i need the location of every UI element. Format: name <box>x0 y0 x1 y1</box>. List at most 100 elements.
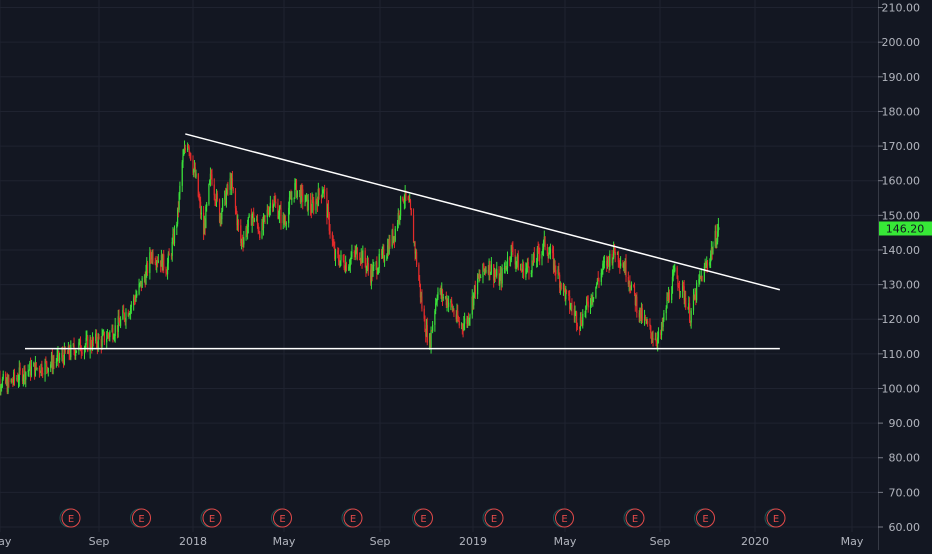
time-axis[interactable]: May Sep 2018 May Sep 2019 May Sep 2020 May <box>0 535 864 548</box>
candle-body <box>617 251 619 262</box>
candle-body <box>128 314 130 317</box>
candle-body <box>354 252 356 255</box>
candle-body <box>446 299 448 306</box>
earnings-marker[interactable]: E <box>553 508 574 528</box>
candle-body <box>311 199 313 213</box>
candle-body <box>716 241 718 246</box>
candle-body <box>108 335 110 338</box>
candle-body <box>493 264 495 281</box>
candle-body <box>554 260 556 271</box>
candle-body <box>272 205 274 209</box>
candle-body <box>203 212 205 235</box>
candle-body <box>160 260 162 267</box>
earnings-marker[interactable]: E <box>341 508 363 528</box>
earnings-marker[interactable]: E <box>623 508 645 528</box>
candle-body <box>2 374 4 379</box>
candle-body <box>268 208 271 215</box>
candle-body <box>256 219 258 221</box>
candle-body <box>377 268 380 273</box>
candle-body <box>483 263 485 271</box>
candle-body <box>156 261 159 263</box>
candle-body <box>17 378 19 382</box>
candle-body <box>173 233 175 244</box>
candle-body <box>509 259 512 261</box>
candle-body <box>371 267 373 277</box>
candle-body <box>264 215 266 218</box>
price-axis[interactable]: 60.00 70.00 80.00 90.00 100.00 110.00 120.00 13… <box>878 2 920 534</box>
candle-body <box>479 275 481 278</box>
candle-body <box>296 190 298 198</box>
candle-body <box>262 216 265 229</box>
candle-body <box>397 212 399 224</box>
candle-body <box>334 247 336 259</box>
candle-body <box>285 223 287 225</box>
earnings-marker-circle <box>555 508 574 528</box>
candle-body <box>46 361 48 368</box>
earnings-marker[interactable]: E <box>130 508 151 528</box>
candle-body <box>135 296 137 302</box>
candle-body <box>225 193 227 205</box>
candle-body <box>13 372 16 380</box>
candle-body <box>300 187 302 203</box>
candle-body <box>209 173 212 181</box>
candle-body <box>199 199 201 202</box>
candle-body <box>469 314 471 319</box>
candle-body <box>655 338 657 343</box>
candle-body <box>525 268 527 278</box>
earnings-marker[interactable]: E <box>59 508 81 528</box>
candle-body <box>656 342 658 345</box>
candle-body <box>512 247 514 255</box>
candle-body <box>609 253 611 267</box>
candle-body <box>156 261 158 266</box>
candle-body <box>278 215 280 219</box>
candle-body <box>107 333 109 336</box>
candle-body <box>284 221 287 224</box>
candle-body <box>622 263 624 268</box>
candle-body <box>362 250 364 263</box>
candle-body <box>601 270 603 273</box>
candle-body <box>706 263 709 266</box>
candle-body <box>575 312 578 326</box>
candle-body <box>367 262 369 270</box>
candle-body <box>528 266 530 274</box>
candle-body <box>544 236 546 248</box>
candle-body <box>231 178 233 188</box>
candle-body <box>224 190 226 200</box>
resistance-trend-line[interactable] <box>185 133 781 291</box>
candle-body <box>113 336 116 339</box>
earnings-marker[interactable]: E <box>764 508 786 528</box>
candle-body <box>643 316 646 321</box>
candle-body <box>523 264 525 278</box>
candle-body <box>95 333 98 345</box>
candle-body <box>574 312 576 316</box>
candle-body <box>243 237 245 245</box>
time-tick-label: 2018 <box>179 535 207 548</box>
candle-body <box>579 326 581 330</box>
candle-body <box>275 201 277 204</box>
candle-body <box>187 145 189 151</box>
earnings-marker[interactable]: E <box>200 508 222 528</box>
earnings-marker[interactable]: E <box>694 508 715 528</box>
earnings-marker[interactable]: E <box>482 508 504 528</box>
trend-lines[interactable] <box>25 133 781 350</box>
candle-body <box>331 233 333 241</box>
candle-body <box>688 303 691 322</box>
candle-body <box>444 296 447 298</box>
candle-body <box>162 254 164 271</box>
candle-body <box>399 196 402 216</box>
candle-body <box>41 364 43 374</box>
earnings-marker[interactable]: E <box>271 508 292 528</box>
candle-body <box>51 355 53 370</box>
candle-body <box>193 169 195 173</box>
candle-body <box>171 242 173 256</box>
earnings-marker[interactable]: E <box>412 508 433 528</box>
candle-body <box>83 347 86 354</box>
candle-body <box>24 367 26 380</box>
candle-body <box>389 239 391 247</box>
candle-body <box>361 251 363 263</box>
candle-body <box>589 305 592 308</box>
earnings-marker-circle <box>414 508 433 528</box>
